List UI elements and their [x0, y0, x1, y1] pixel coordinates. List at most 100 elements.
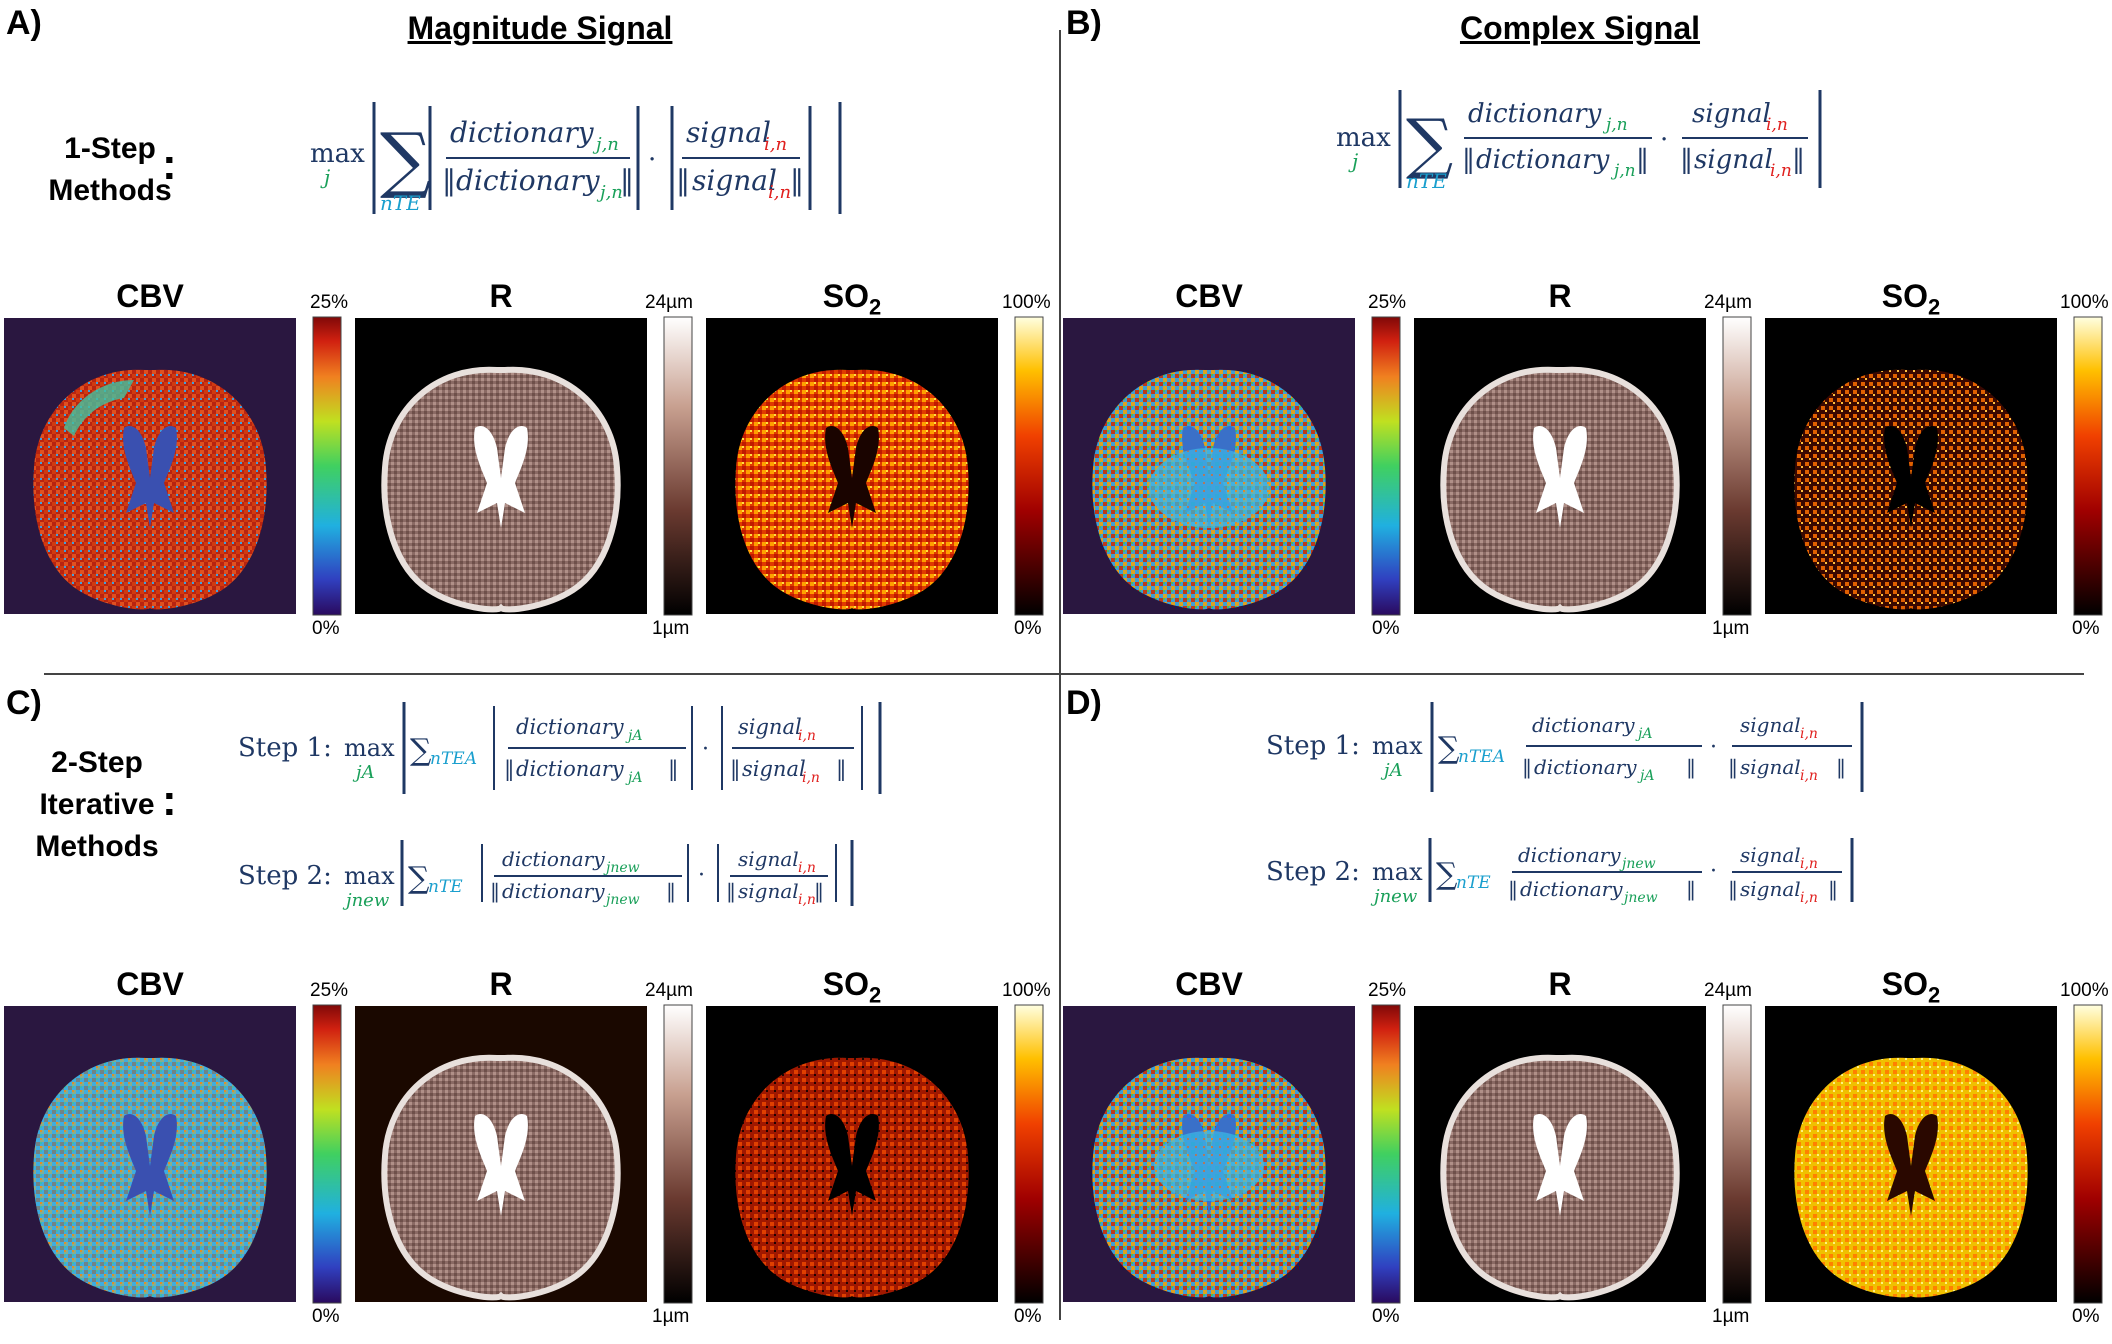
cbv-colorbar-b	[1371, 316, 1401, 616]
svg-text:j,n: j,n	[596, 182, 623, 203]
svg-text:jnew: jnew	[603, 892, 640, 908]
cbv-colorbar-max-a: 25%	[310, 292, 349, 313]
svg-text:‖: ‖	[790, 164, 804, 197]
svg-text:dictionary: dictionary	[1534, 755, 1637, 779]
r-map-d	[1414, 1006, 1706, 1302]
svg-text:‖: ‖	[836, 757, 847, 782]
so2-map-d	[1765, 1006, 2057, 1302]
svg-text:signal: signal	[738, 879, 799, 903]
svg-text:·: ·	[698, 863, 705, 888]
svg-text:‖: ‖	[676, 164, 690, 197]
svg-text:∑: ∑	[380, 117, 431, 201]
svg-text:signal: signal	[742, 757, 806, 781]
svg-text:i,n: i,n	[768, 182, 791, 203]
so2-colorbar-min-b: 0%	[2072, 618, 2100, 639]
svg-text:signal: signal	[738, 847, 799, 871]
svg-text:·: ·	[648, 145, 656, 175]
svg-text:i,n: i,n	[1800, 856, 1818, 872]
svg-text:dictionary: dictionary	[502, 879, 605, 903]
svg-text:j,n: j,n	[1610, 161, 1636, 181]
svg-text:‖: ‖	[1636, 145, 1649, 175]
r-colorbar-max-a: 24µm	[645, 292, 693, 313]
svg-text:∑: ∑	[1438, 731, 1460, 766]
cbv-label-b: CBV	[1175, 278, 1243, 314]
r-colorbar-b	[1722, 316, 1752, 616]
svg-text:‖: ‖	[490, 879, 500, 904]
r-colorbar-max-b: 24µm	[1704, 292, 1752, 313]
svg-text:‖: ‖	[814, 879, 824, 904]
svg-text:jnew: jnew	[1621, 890, 1658, 906]
so2-label-a: SO2	[822, 278, 882, 320]
so2-colorbar-max-c: 100%	[1002, 980, 1051, 1001]
svg-text:j: j	[320, 165, 330, 189]
cbv-label-d: CBV	[1175, 966, 1243, 1002]
svg-text:signal: signal	[692, 164, 777, 197]
svg-text:dictionary: dictionary	[1518, 843, 1621, 867]
svg-text:dictionary: dictionary	[1520, 877, 1623, 901]
svg-text:‖: ‖	[730, 757, 741, 782]
so2-colorbar-min-c: 0%	[1014, 1306, 1042, 1327]
svg-text:jA: jA	[1635, 726, 1652, 742]
r-map-c	[355, 1006, 647, 1302]
formula-magnitude-one-step: max j ∑ nTE dictionary j,n ‖ dictionary …	[310, 102, 842, 215]
svg-text:signal: signal	[1694, 145, 1773, 175]
svg-text:nTE: nTE	[380, 191, 421, 215]
svg-text:Step 2:: Step 2:	[238, 861, 332, 891]
r-colorbar-max-c: 24µm	[645, 980, 693, 1001]
r-colorbar-min-c: 1µm	[652, 1306, 690, 1327]
panel-letter-a: A)	[6, 4, 42, 42]
r-colorbar-min-b: 1µm	[1712, 618, 1750, 639]
svg-text:dictionary: dictionary	[450, 116, 595, 149]
svg-text:i,n: i,n	[802, 770, 820, 786]
one-step-methods-label: 1-Step Methods	[48, 132, 172, 207]
svg-text:dictionary: dictionary	[1468, 99, 1602, 129]
so2-map-c	[706, 1006, 998, 1302]
svg-text:jA: jA	[1637, 768, 1654, 784]
cbv-map-a	[4, 318, 296, 614]
svg-text:‖: ‖	[1522, 755, 1532, 780]
svg-text:i,n: i,n	[798, 728, 816, 744]
svg-text:jA: jA	[625, 770, 642, 786]
cbv-label-a: CBV	[116, 278, 184, 314]
cbv-label-c: CBV	[116, 966, 184, 1002]
svg-text:·: ·	[1710, 735, 1717, 760]
svg-text:Step 1:: Step 1:	[238, 733, 332, 763]
svg-text:‖: ‖	[504, 757, 515, 782]
r-colorbar-d	[1722, 1004, 1752, 1304]
svg-text:dictionary: dictionary	[1532, 713, 1635, 737]
panel-letter-c: C)	[6, 684, 42, 722]
so2-colorbar-max-d: 100%	[2060, 980, 2109, 1001]
svg-text:‖: ‖	[1462, 145, 1475, 175]
svg-text:‖: ‖	[666, 879, 676, 904]
cbv-colorbar-min-c: 0%	[312, 1306, 340, 1327]
one-step-colon: :	[162, 140, 177, 189]
svg-text:dictionary: dictionary	[1476, 145, 1610, 175]
so2-colorbar-b	[2073, 316, 2103, 616]
svg-text:‖: ‖	[1728, 755, 1738, 780]
svg-text:jnew: jnew	[1370, 886, 1418, 907]
svg-text:jA: jA	[625, 728, 642, 744]
svg-text:·: ·	[702, 737, 709, 762]
svg-text:i,n: i,n	[798, 892, 816, 908]
cbv-colorbar-min-a: 0%	[312, 618, 340, 639]
panel-letter-d: D)	[1066, 684, 1102, 722]
svg-text:‖: ‖	[1686, 755, 1696, 780]
svg-text:∑: ∑	[1436, 857, 1458, 892]
r-label-b: R	[1548, 278, 1572, 314]
svg-text:max: max	[1336, 123, 1391, 153]
cbv-colorbar-max-c: 25%	[310, 980, 349, 1001]
svg-text:signal: signal	[1740, 713, 1801, 737]
so2-colorbar-min-a: 0%	[1014, 618, 1042, 639]
cbv-colorbar-min-d: 0%	[1372, 1306, 1400, 1327]
so2-colorbar-d	[2073, 1004, 2103, 1304]
svg-text:∑: ∑	[1406, 105, 1453, 182]
r-colorbar-c	[663, 1004, 693, 1304]
svg-text:signal: signal	[1692, 99, 1771, 129]
vertical-divider	[1059, 30, 1061, 1320]
panel-title-complex: Complex Signal	[1459, 10, 1701, 46]
svg-text:max: max	[344, 862, 395, 890]
r-label-d: R	[1548, 966, 1572, 1002]
svg-text:·: ·	[1660, 125, 1668, 155]
svg-text:‖: ‖	[1792, 145, 1805, 175]
svg-text:‖: ‖	[668, 757, 679, 782]
